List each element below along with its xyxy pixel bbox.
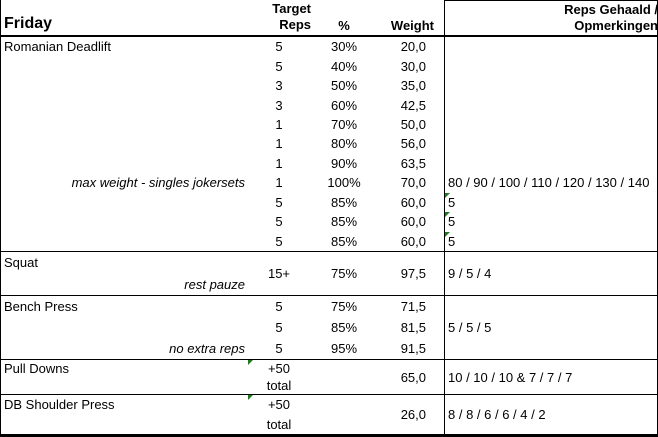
cell-percent[interactable]: 85% (330, 233, 358, 249)
cell-result[interactable]: 10 / 10 / 10 & 7 / 7 / 7 (448, 369, 573, 385)
cell-exercise-name[interactable]: Bench Press (4, 299, 78, 314)
cell-result[interactable]: 8 / 8 / 6 / 6 / 4 / 2 (448, 407, 546, 422)
cell-percent[interactable]: 30% (330, 39, 358, 55)
cell-target-reps[interactable]: 15+ (267, 266, 291, 281)
cell-weight[interactable]: 70,0 (400, 175, 426, 191)
result-header-line2: Opmerkingen (574, 18, 658, 33)
cell-target-reps[interactable]: 5 (275, 233, 283, 249)
target-reps-value: +50 (267, 397, 291, 413)
cell-result[interactable]: 80 / 90 / 100 / 110 / 120 / 130 / 140 (448, 175, 650, 191)
cell-target-reps[interactable]: 5 (275, 194, 283, 210)
error-indicator-icon (445, 192, 450, 198)
cell-weight[interactable]: 71,5 (400, 299, 426, 314)
cell-weight[interactable]: 56,0 (400, 136, 426, 152)
error-indicator-icon (445, 231, 450, 237)
cell-percent[interactable]: 100% (327, 175, 361, 191)
cell-target-reps[interactable]: 5 (275, 320, 283, 335)
cell-target-reps[interactable]: 3 (275, 78, 283, 94)
cell-target-reps[interactable]: 1 (275, 175, 283, 191)
column-header-result[interactable]: Reps Gehaald / Opmerkingen (444, 0, 658, 35)
cell-weight[interactable]: 60,0 (400, 214, 426, 230)
cell-result[interactable]: 5 (444, 192, 658, 212)
cell-target-reps[interactable]: 1 (275, 136, 283, 152)
cell-percent[interactable]: 40% (330, 58, 358, 74)
cell-weight[interactable]: 81,5 (400, 320, 426, 335)
column-header-weight[interactable]: Weight (390, 18, 434, 33)
day-header-cell[interactable]: Friday (4, 15, 53, 32)
cell-target-reps[interactable]: +50 (247, 360, 311, 377)
target-header-line1: Target (272, 1, 311, 16)
column-header-target-reps[interactable]: Target Reps (247, 0, 311, 35)
target-header-line2: Reps (279, 17, 311, 32)
cell-percent[interactable]: 95% (330, 341, 358, 356)
cell-target-reps[interactable]: 1 (275, 117, 283, 133)
cell-result[interactable]: 5 (444, 231, 658, 251)
cell-result[interactable]: 5 (444, 212, 658, 231)
cell-target-reps[interactable]: +50 (247, 395, 311, 415)
cell-percent[interactable]: 70% (330, 117, 358, 133)
cell-note[interactable]: no extra reps (169, 341, 245, 356)
cell-target-reps[interactable]: 3 (275, 97, 283, 113)
cell-percent[interactable]: 60% (330, 97, 358, 113)
cell-note[interactable]: rest pauze (184, 276, 245, 292)
cell-weight[interactable]: 30,0 (400, 58, 426, 74)
error-indicator-icon (248, 395, 253, 400)
cell-percent[interactable]: 75% (330, 299, 358, 314)
cell-weight[interactable]: 26,0 (400, 407, 426, 422)
result-value: 5 (448, 214, 456, 230)
section-bench-press: Bench Press no extra reps 5 75% 71,5 5 8… (1, 296, 658, 360)
cell-percent[interactable]: 85% (330, 320, 358, 335)
cell-target-reps[interactable]: 5 (275, 299, 283, 314)
cell-percent[interactable]: 80% (330, 136, 358, 152)
error-indicator-icon (445, 212, 450, 218)
column-divider-line (444, 0, 445, 437)
cell-exercise-name[interactable]: Squat (4, 255, 38, 271)
header-row: Friday Target Reps % Weight Reps Gehaald… (1, 0, 658, 37)
cell-target-reps[interactable]: 5 (275, 214, 283, 230)
result-header-top-border (444, 0, 658, 1)
cell-note[interactable]: max weight - singles jokersets (71, 175, 245, 191)
cell-target-reps-label[interactable]: total (266, 378, 292, 393)
cell-target-reps[interactable]: 5 (275, 341, 283, 356)
cell-target-reps[interactable]: 1 (275, 155, 283, 171)
column-header-percent[interactable]: % (338, 18, 350, 33)
cell-percent[interactable]: 85% (330, 214, 358, 230)
section-squat: Squat rest pauze 15+ 75% 97,5 9 / 5 / 4 (1, 252, 658, 296)
cell-percent[interactable]: 50% (330, 78, 358, 94)
section-romanian-deadlift: Romanian Deadlift max weight - singles j… (1, 37, 658, 252)
cell-weight[interactable]: 60,0 (400, 233, 426, 249)
cell-weight[interactable]: 91,5 (400, 341, 426, 356)
cell-result[interactable]: 9 / 5 / 4 (448, 266, 492, 281)
cell-weight[interactable]: 60,0 (400, 194, 426, 210)
cell-result[interactable]: 5 / 5 / 5 (448, 320, 492, 335)
cell-weight[interactable]: 20,0 (400, 39, 426, 55)
cell-percent[interactable]: 85% (330, 194, 358, 210)
cell-exercise-name[interactable]: Pull Downs (4, 361, 70, 376)
section-db-shoulder-press: DB Shoulder Press +50 total 26,0 8 / 8 /… (1, 395, 658, 437)
cell-weight[interactable]: 50,0 (400, 117, 426, 133)
cell-weight[interactable]: 97,5 (400, 266, 426, 281)
result-value: 5 (448, 194, 456, 210)
cell-target-reps[interactable]: 5 (275, 39, 283, 55)
cell-weight[interactable]: 42,5 (400, 97, 426, 113)
cell-weight[interactable]: 63,5 (400, 155, 426, 171)
error-indicator-icon (248, 360, 253, 365)
cell-percent[interactable]: 75% (330, 266, 358, 281)
section-pull-downs: Pull Downs +50 total 65,0 10 / 10 / 10 &… (1, 360, 658, 395)
target-reps-value: +50 (267, 361, 291, 376)
cell-target-reps-label[interactable]: total (266, 416, 292, 432)
cell-weight[interactable]: 35,0 (400, 78, 426, 94)
cell-exercise-name[interactable]: DB Shoulder Press (4, 397, 115, 413)
result-header-line1: Reps Gehaald / (564, 2, 658, 17)
cell-exercise-name[interactable]: Romanian Deadlift (4, 39, 111, 55)
cell-percent[interactable]: 90% (330, 155, 358, 171)
result-value: 5 (448, 233, 456, 249)
cell-target-reps[interactable]: 5 (275, 58, 283, 74)
cell-weight[interactable]: 65,0 (400, 369, 426, 385)
